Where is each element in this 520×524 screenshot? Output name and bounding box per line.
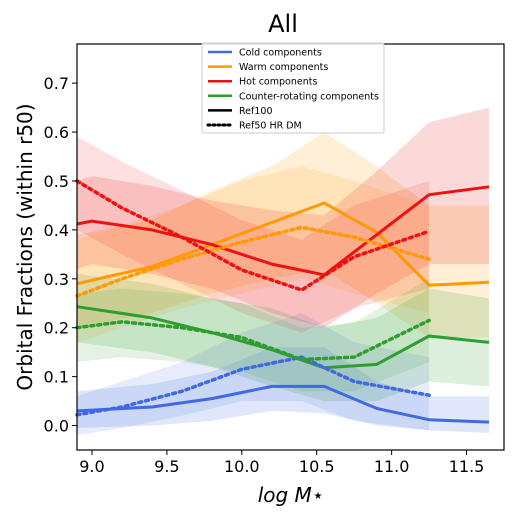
y-tick-label: 0.4: [44, 221, 69, 240]
x-tick-label: 10.0: [224, 457, 260, 476]
cold-ref100-line: [76, 384, 490, 424]
cold-ref50-hr-dm-line: [75, 355, 431, 417]
x-tick-label: 10.5: [299, 457, 335, 476]
hot-ref100-line: [76, 185, 490, 277]
y-tick-label: 0.3: [44, 270, 69, 289]
y-tick-label: 0.0: [44, 417, 69, 436]
x-axis-ticks: 9.0 9.5 10.0 10.5 11.0 11.5: [79, 450, 484, 476]
hot-ref50-band: [77, 136, 430, 333]
counter-rotating-ref50-hr-dm-line: [75, 318, 431, 362]
x-tick-label: 11.5: [449, 457, 485, 476]
y-tick-label: 0.5: [44, 172, 69, 191]
legend-label: Warm components: [239, 62, 328, 73]
x-axis-label: log M⋆: [258, 483, 325, 507]
y-tick-label: 0.6: [44, 123, 69, 142]
warm-ref100-line: [76, 201, 490, 287]
chart-title: All: [268, 10, 298, 38]
y-tick-label: 0.2: [44, 319, 69, 338]
warm-ref50-hr-dm-line: [75, 225, 431, 298]
y-axis-label: Orbital Fractions (within r50): [13, 103, 37, 390]
x-tick-label: 9.5: [154, 457, 179, 476]
legend-box: [201, 42, 385, 134]
legend-label: Ref50 HR DM: [239, 121, 302, 132]
y-tick-label: 0.7: [44, 74, 69, 93]
x-tick-label: 9.0: [79, 457, 104, 476]
warm-ref50-band: [77, 166, 430, 343]
x-tick-label: 11.0: [374, 457, 410, 476]
counter-rotating-ref50-band: [77, 278, 430, 392]
counter-rotating-ref100-band: [77, 273, 489, 402]
legend-label: Counter-rotating components: [239, 91, 379, 102]
hot-ref50-hr-dm-line: [75, 179, 431, 292]
legend-label: Ref100: [239, 106, 273, 117]
legend-label: Cold components: [239, 48, 322, 59]
y-axis-ticks: 0.0 0.1 0.2 0.3 0.4 0.5 0.6 0.7: [44, 74, 77, 436]
series-lines: [75, 179, 490, 424]
legend-label: Hot components: [239, 77, 317, 88]
warm-ref100-band: [77, 132, 489, 338]
legend: Cold components Warm components Hot compon…: [201, 42, 385, 134]
y-tick-label: 0.1: [44, 368, 69, 387]
